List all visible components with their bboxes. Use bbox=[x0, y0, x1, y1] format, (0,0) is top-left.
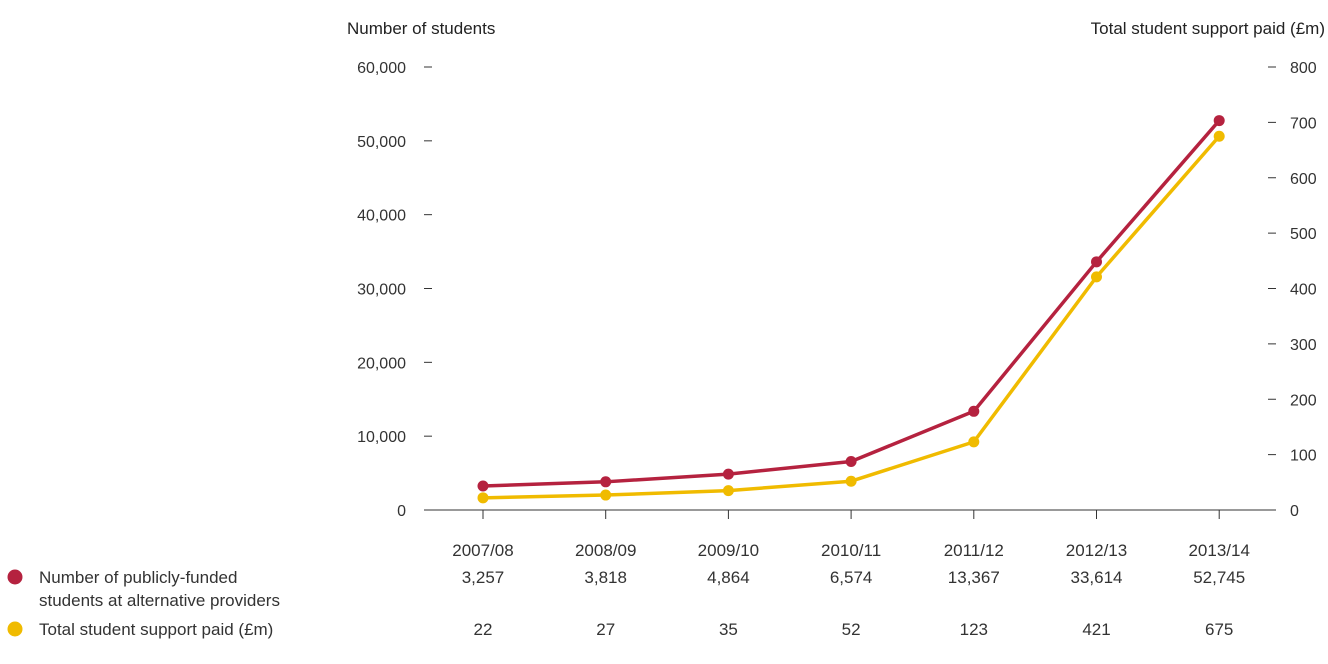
legend-marker bbox=[7, 621, 23, 637]
x-tick-label: 2009/10 bbox=[698, 541, 759, 560]
series-lines bbox=[477, 115, 1225, 504]
left-tick-label: 60,000 bbox=[357, 60, 406, 77]
series-1-point bbox=[600, 476, 612, 488]
left-tick-label: 0 bbox=[397, 503, 406, 520]
table-value: 22 bbox=[474, 620, 493, 639]
right-tick-label: 600 bbox=[1290, 171, 1317, 188]
x-tick-label: 2012/13 bbox=[1066, 541, 1127, 560]
x-axis-ticks: 2007/08 2008/09 2009/10 2010/11 2011/12 2012/… bbox=[452, 510, 1250, 560]
table-value: 3,818 bbox=[584, 568, 627, 587]
table-value: 35 bbox=[719, 620, 738, 639]
x-tick-label: 2008/09 bbox=[575, 541, 636, 560]
x-tick-label: 2007/08 bbox=[452, 541, 513, 560]
legend-label: students at alternative providers bbox=[39, 591, 280, 610]
right-tick-label: 100 bbox=[1290, 448, 1317, 465]
right-axis-ticks: 0 100 200 300 400 500 600 700 800 bbox=[1268, 60, 1317, 520]
table-value: 52,745 bbox=[1193, 568, 1245, 587]
right-axis-title: Total student support paid (£m) bbox=[1091, 19, 1325, 38]
left-tick-label: 20,000 bbox=[357, 355, 406, 372]
series-2-point bbox=[477, 492, 489, 504]
series-1-point bbox=[1213, 115, 1225, 127]
left-tick-label: 30,000 bbox=[357, 282, 406, 299]
table-value: 123 bbox=[960, 620, 988, 639]
right-tick-label: 800 bbox=[1290, 60, 1317, 77]
table-value: 52 bbox=[842, 620, 861, 639]
legend-marker bbox=[7, 569, 23, 585]
right-tick-label: 400 bbox=[1290, 282, 1317, 299]
x-tick-label: 2010/11 bbox=[821, 541, 881, 560]
right-tick-label: 500 bbox=[1290, 226, 1317, 243]
series-2-point bbox=[845, 475, 857, 487]
left-tick-label: 10,000 bbox=[357, 429, 406, 446]
right-tick-label: 0 bbox=[1290, 503, 1299, 520]
left-axis-ticks: 0 10,000 20,000 30,000 40,000 50,000 60,000 bbox=[357, 60, 432, 520]
series-2-point bbox=[600, 489, 612, 501]
x-tick-label: 2013/14 bbox=[1188, 541, 1249, 560]
left-tick-label: 40,000 bbox=[357, 208, 406, 225]
left-axis-title: Number of students bbox=[347, 19, 495, 38]
series-1-point bbox=[722, 468, 734, 480]
series-2-point bbox=[1091, 271, 1102, 283]
legend: Number of publicly-funded students at alt… bbox=[7, 568, 280, 639]
series-1-point bbox=[1091, 256, 1102, 268]
series-line-1 bbox=[481, 118, 1221, 488]
table-value: 421 bbox=[1082, 620, 1110, 639]
legend-label: Number of publicly-funded bbox=[39, 568, 237, 587]
table-value: 33,614 bbox=[1071, 568, 1123, 587]
right-tick-label: 200 bbox=[1290, 392, 1317, 409]
series-line-2 bbox=[481, 134, 1221, 500]
x-tick-label: 2011/12 bbox=[944, 541, 1004, 560]
series-2-point bbox=[1213, 130, 1225, 142]
series-1-point bbox=[477, 480, 489, 492]
series-1-point bbox=[968, 405, 980, 417]
left-tick-label: 50,000 bbox=[357, 134, 406, 151]
table-value: 675 bbox=[1205, 620, 1233, 639]
series-2-point bbox=[722, 485, 734, 497]
legend-label: Total student support paid (£m) bbox=[39, 620, 273, 639]
table-value: 13,367 bbox=[948, 568, 1000, 587]
series-1-point bbox=[845, 455, 857, 467]
table-value: 6,574 bbox=[830, 568, 873, 587]
series-2-point bbox=[968, 436, 980, 448]
table-value: 27 bbox=[596, 620, 615, 639]
right-tick-label: 300 bbox=[1290, 337, 1317, 354]
table-value: 3,257 bbox=[462, 568, 505, 587]
data-table: 3,257 3,818 4,864 6,574 13,367 33,614 52,745 22… bbox=[462, 568, 1245, 639]
table-value: 4,864 bbox=[707, 568, 750, 587]
right-tick-label: 700 bbox=[1290, 115, 1317, 132]
